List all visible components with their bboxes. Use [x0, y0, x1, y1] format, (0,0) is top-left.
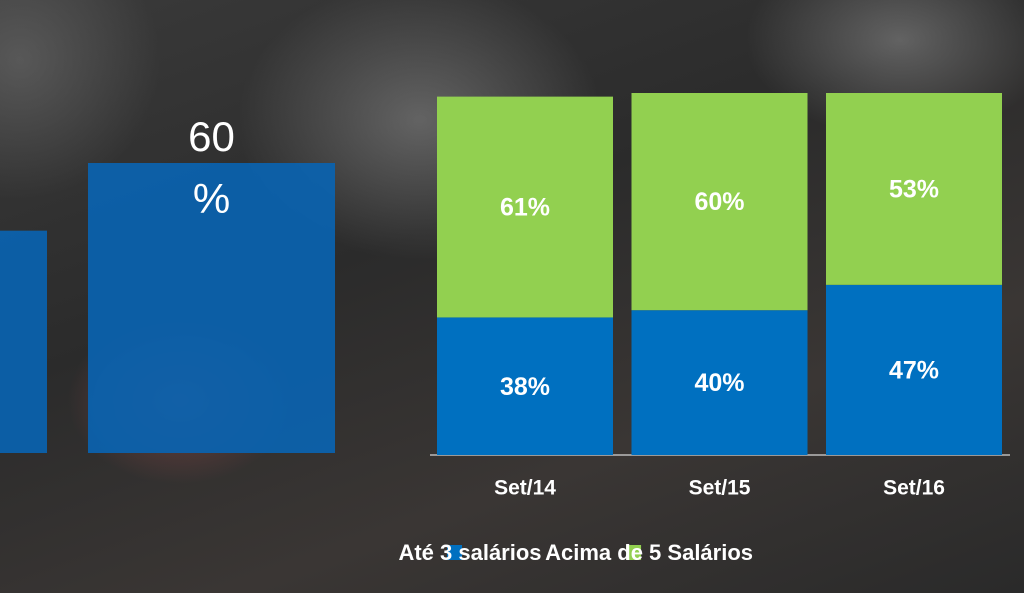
bar	[88, 163, 335, 453]
legend-swatch	[447, 545, 462, 560]
legend-swatch	[626, 545, 642, 560]
x-tick-label: Set/16	[883, 477, 945, 500]
x-tick-label: Set/14	[494, 477, 556, 500]
bar-segment	[826, 93, 1002, 285]
value-label: 47%	[889, 357, 939, 385]
value-label: 60 %	[188, 113, 235, 222]
bar-segment	[437, 317, 613, 455]
bar-segment	[437, 96, 613, 318]
bar-segment	[826, 284, 1002, 455]
value-label: 38%	[500, 373, 550, 401]
legend-label: Acima de 5 Salários	[545, 540, 753, 565]
bar	[0, 230, 47, 453]
x-tick-label: Set/15	[689, 477, 751, 500]
value-label: 40%	[694, 369, 744, 397]
legend-label: Até 3 salários	[398, 540, 541, 565]
value-label: 60%	[694, 188, 744, 216]
value-label: 61%	[500, 194, 550, 222]
bar-segment	[631, 93, 808, 311]
bar-segment	[631, 310, 808, 455]
value-label: 53%	[889, 176, 939, 204]
